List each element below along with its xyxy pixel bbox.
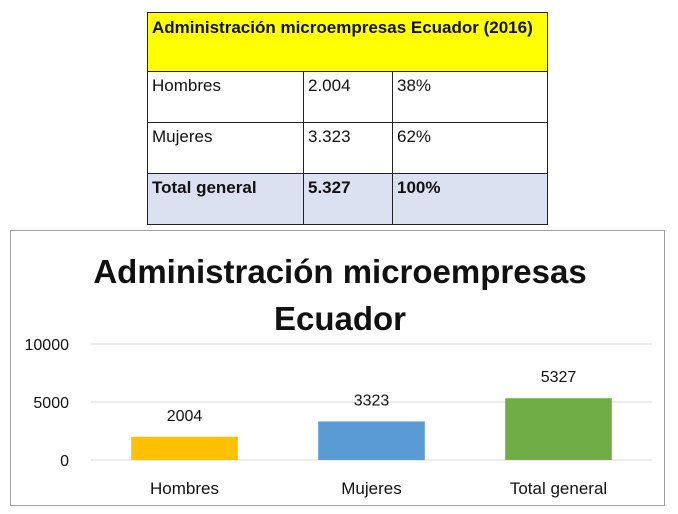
row-label: Mujeres (147, 122, 304, 174)
x-tick-label: Mujeres (341, 479, 401, 498)
table-total-row: Total general 5.327 100% (147, 173, 548, 225)
x-tick-label: Total general (510, 479, 607, 498)
row-label: Hombres (147, 71, 304, 123)
summary-table: Administración microempresas Ecuador (20… (147, 12, 548, 225)
data-label: 2004 (167, 408, 203, 425)
total-value: 5.327 (303, 173, 393, 225)
bar (131, 436, 238, 460)
data-label: 5327 (541, 369, 577, 386)
total-percent: 100% (392, 173, 548, 225)
data-label: 3323 (354, 392, 390, 409)
y-tick-label: 10000 (25, 337, 70, 354)
y-tick-label: 0 (60, 453, 69, 470)
bar-chart-canvas: Administración microempresas Ecuador 0 5000… (25, 253, 652, 498)
row-value: 2.004 (303, 71, 393, 123)
bar-chart: Administración microempresas Ecuador 0 5000… (10, 230, 665, 506)
row-value: 3.323 (303, 122, 393, 174)
y-tick-label: 5000 (33, 395, 69, 412)
table-row: Hombres 2.004 38% (147, 71, 548, 123)
x-tick-label: Hombres (150, 479, 219, 498)
bar (505, 398, 612, 460)
row-percent: 62% (392, 122, 548, 174)
chart-title-line: Administración microempresas (93, 253, 586, 290)
row-percent: 38% (392, 71, 548, 123)
table-title: Administración microempresas Ecuador (20… (147, 12, 548, 72)
chart-title-line: Ecuador (274, 300, 406, 337)
total-label: Total general (147, 173, 304, 225)
bar (318, 421, 425, 460)
table-row: Mujeres 3.323 62% (147, 122, 548, 174)
